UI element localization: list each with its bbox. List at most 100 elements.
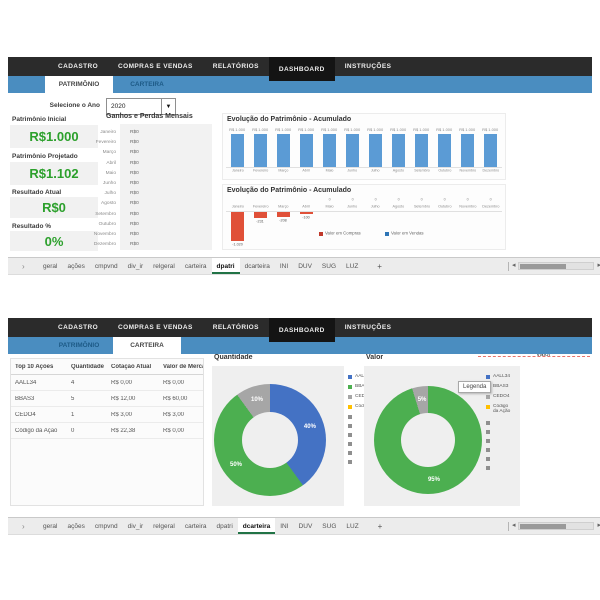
legend-label: Código da Ação	[493, 404, 511, 414]
menu-item-instrucoes[interactable]: INSTRUÇÕES	[344, 324, 392, 331]
scroll-right-icon[interactable]: ▸	[597, 522, 600, 529]
sheet-scrollbar: ◂ ▸	[507, 261, 600, 271]
menu-item-instrucoes[interactable]: INSTRUÇÕES	[344, 63, 392, 70]
sheet-tab-cmpvnd[interactable]: cmpvnd	[94, 262, 118, 270]
sheet-tab-div-ir[interactable]: div_ir	[127, 522, 144, 530]
add-sheet-button[interactable]: +	[377, 521, 383, 531]
sheet-tab-duv[interactable]: DUV	[298, 522, 313, 530]
sheet-tab-dcarteira[interactable]: dcarteira	[237, 518, 276, 534]
monthly-row: Julho R$0	[52, 188, 202, 198]
scroll-right-icon[interactable]: ▸	[597, 262, 600, 269]
scroll-left-icon[interactable]: ◂	[511, 262, 516, 269]
scrollbar-track[interactable]	[518, 522, 595, 530]
scrollbar-thumb[interactable]	[520, 263, 567, 269]
table-row: AALL34 4 R$ 0,00 R$ 0,00	[11, 375, 203, 391]
legend-marker-icon	[486, 395, 490, 399]
menu-item-dashboard[interactable]: DASHBOARD	[268, 57, 335, 81]
menu-item-compras-e-vendas[interactable]: COMPRAS E VENDAS	[118, 324, 193, 331]
sheet-tab-cmpvnd[interactable]: cmpvnd	[94, 522, 118, 530]
month-value: R$0	[130, 170, 139, 176]
card-label-resultado-atual: Resultado Atual	[12, 189, 62, 196]
scroll-left-icon[interactable]: ◂	[511, 522, 516, 529]
sheet-tab-relgeral[interactable]: relgeral	[153, 522, 175, 530]
month-label: Janeiro	[100, 129, 116, 135]
monthly-row: Setembro R$0	[52, 209, 202, 219]
sheet-tab-dcarteira[interactable]: dcarteira	[244, 262, 270, 270]
sheet-tab-geral[interactable]: geral	[43, 522, 58, 530]
bar-value-label: R$ 1.000	[436, 128, 453, 133]
donut-slice-label: 40%	[303, 424, 316, 431]
selection-label: Valor	[536, 351, 551, 358]
sheet-tab-ini[interactable]: INI	[279, 262, 289, 270]
sheet-tab-luz[interactable]: LUZ	[346, 522, 359, 530]
menu-item-dashboard[interactable]: DASHBOARD	[268, 318, 335, 342]
bar-column: 0 Dezembro	[479, 197, 502, 249]
card-value: 0%	[44, 233, 64, 249]
bar-month-label: Novembro	[458, 205, 477, 209]
year-select-value: 2020	[111, 103, 126, 110]
legend-item	[486, 429, 520, 434]
sheet-tab-div-ir[interactable]: div_ir	[127, 262, 144, 270]
legend-marker-icon	[348, 385, 352, 389]
sheet-tab-dpatri[interactable]: dpatri	[211, 258, 240, 274]
sheet-tab-acoes[interactable]: ações	[67, 522, 85, 530]
menu-item-relatorios[interactable]: RELATÓRIOS	[212, 63, 259, 70]
zero-value-label: 0	[420, 198, 423, 202]
monthly-row: Dezembro R$0	[52, 239, 202, 249]
month-label: Maio	[105, 170, 116, 176]
table-header: Top 10 Ações Quantidade Cotação Atual Valor…	[11, 359, 203, 375]
bar-column: R$ 1.000 Novembro	[456, 127, 479, 177]
monthly-gains-title: Ganhos e Perdas Mensais	[106, 113, 193, 120]
sheet-tab-sug[interactable]: SUG	[321, 262, 337, 270]
scrollbar-track[interactable]	[518, 262, 595, 270]
card-value: R$1.102	[29, 166, 79, 181]
menu-item-cadastro[interactable]: CADASTRO	[58, 324, 99, 331]
sheet-nav-icon[interactable]: ›	[22, 261, 25, 271]
table-cell: R$ 0,00	[163, 379, 185, 386]
legend-marker-icon	[486, 439, 490, 443]
legend-marker-icon	[348, 451, 352, 455]
quantity-donut-chart: 40% 50% 10%	[214, 384, 326, 496]
menu-item-relatorios[interactable]: RELATÓRIOS	[212, 324, 259, 331]
sheet-tab-carteira[interactable]: carteira	[184, 522, 207, 530]
sheet-tab-geral[interactable]: geral	[43, 262, 58, 270]
sheet-tab-carteira[interactable]: carteira	[184, 262, 207, 270]
sheet-tab-ini[interactable]: INI	[280, 522, 289, 530]
bar-column: R$ 1.000 Fevereiro	[249, 127, 272, 177]
month-label: Outubro	[98, 221, 116, 227]
sheet-tab-dpatri[interactable]: dpatri	[216, 522, 233, 530]
sheet-tab-relgeral[interactable]: relgeral	[153, 262, 175, 270]
year-select[interactable]: 2020 ▼	[106, 98, 176, 115]
table-header-cell: Quantidade	[71, 363, 105, 370]
legend-label: BBAS3	[355, 384, 371, 389]
card-resultado: 0%	[10, 231, 98, 251]
menu-item-cadastro[interactable]: CADASTRO	[58, 63, 99, 70]
menu-item-compras-e-vendas[interactable]: COMPRAS E VENDAS	[118, 63, 193, 70]
bar-column: 0 Outubro	[433, 197, 456, 249]
tab-carteira[interactable]: CARTEIRA	[130, 81, 164, 88]
bar-month-label: Julho	[371, 205, 380, 209]
add-sheet-button[interactable]: +	[377, 261, 382, 271]
legend-marker-icon	[486, 375, 490, 379]
sheet-tab-sug[interactable]: SUG	[322, 522, 337, 530]
month-label: Junho	[102, 180, 116, 186]
bar-column: 0 Agosto	[387, 197, 410, 249]
tab-patrimonio[interactable]: PATRIMÔNIO	[45, 76, 113, 93]
sheet-tab-luz[interactable]: LUZ	[346, 262, 359, 270]
card-value: R$1.000	[29, 129, 79, 144]
donut-slice-label: 95%	[427, 476, 440, 483]
scrollbar-divider	[507, 521, 509, 531]
legend-label: CEDO4	[493, 394, 510, 399]
tab-carteira[interactable]: CARTEIRA	[113, 337, 181, 354]
sheet-tab-duv[interactable]: DUV	[298, 262, 312, 270]
legend-marker-icon	[486, 430, 490, 434]
legend-marker-icon	[348, 405, 352, 409]
monthly-row: Abril R$0	[52, 158, 202, 168]
sheet-tab-acoes[interactable]: ações	[67, 262, 85, 270]
legend-item: Valor em Vendas	[384, 231, 436, 237]
scrollbar-thumb[interactable]	[520, 523, 567, 529]
bar-column: R$ 1.000 Agosto	[387, 127, 410, 177]
tab-patrimonio[interactable]: PATRIMÔNIO	[58, 342, 100, 349]
sheet-nav-icon[interactable]: ›	[22, 521, 25, 531]
bar-month-label: Setembro	[413, 169, 430, 173]
